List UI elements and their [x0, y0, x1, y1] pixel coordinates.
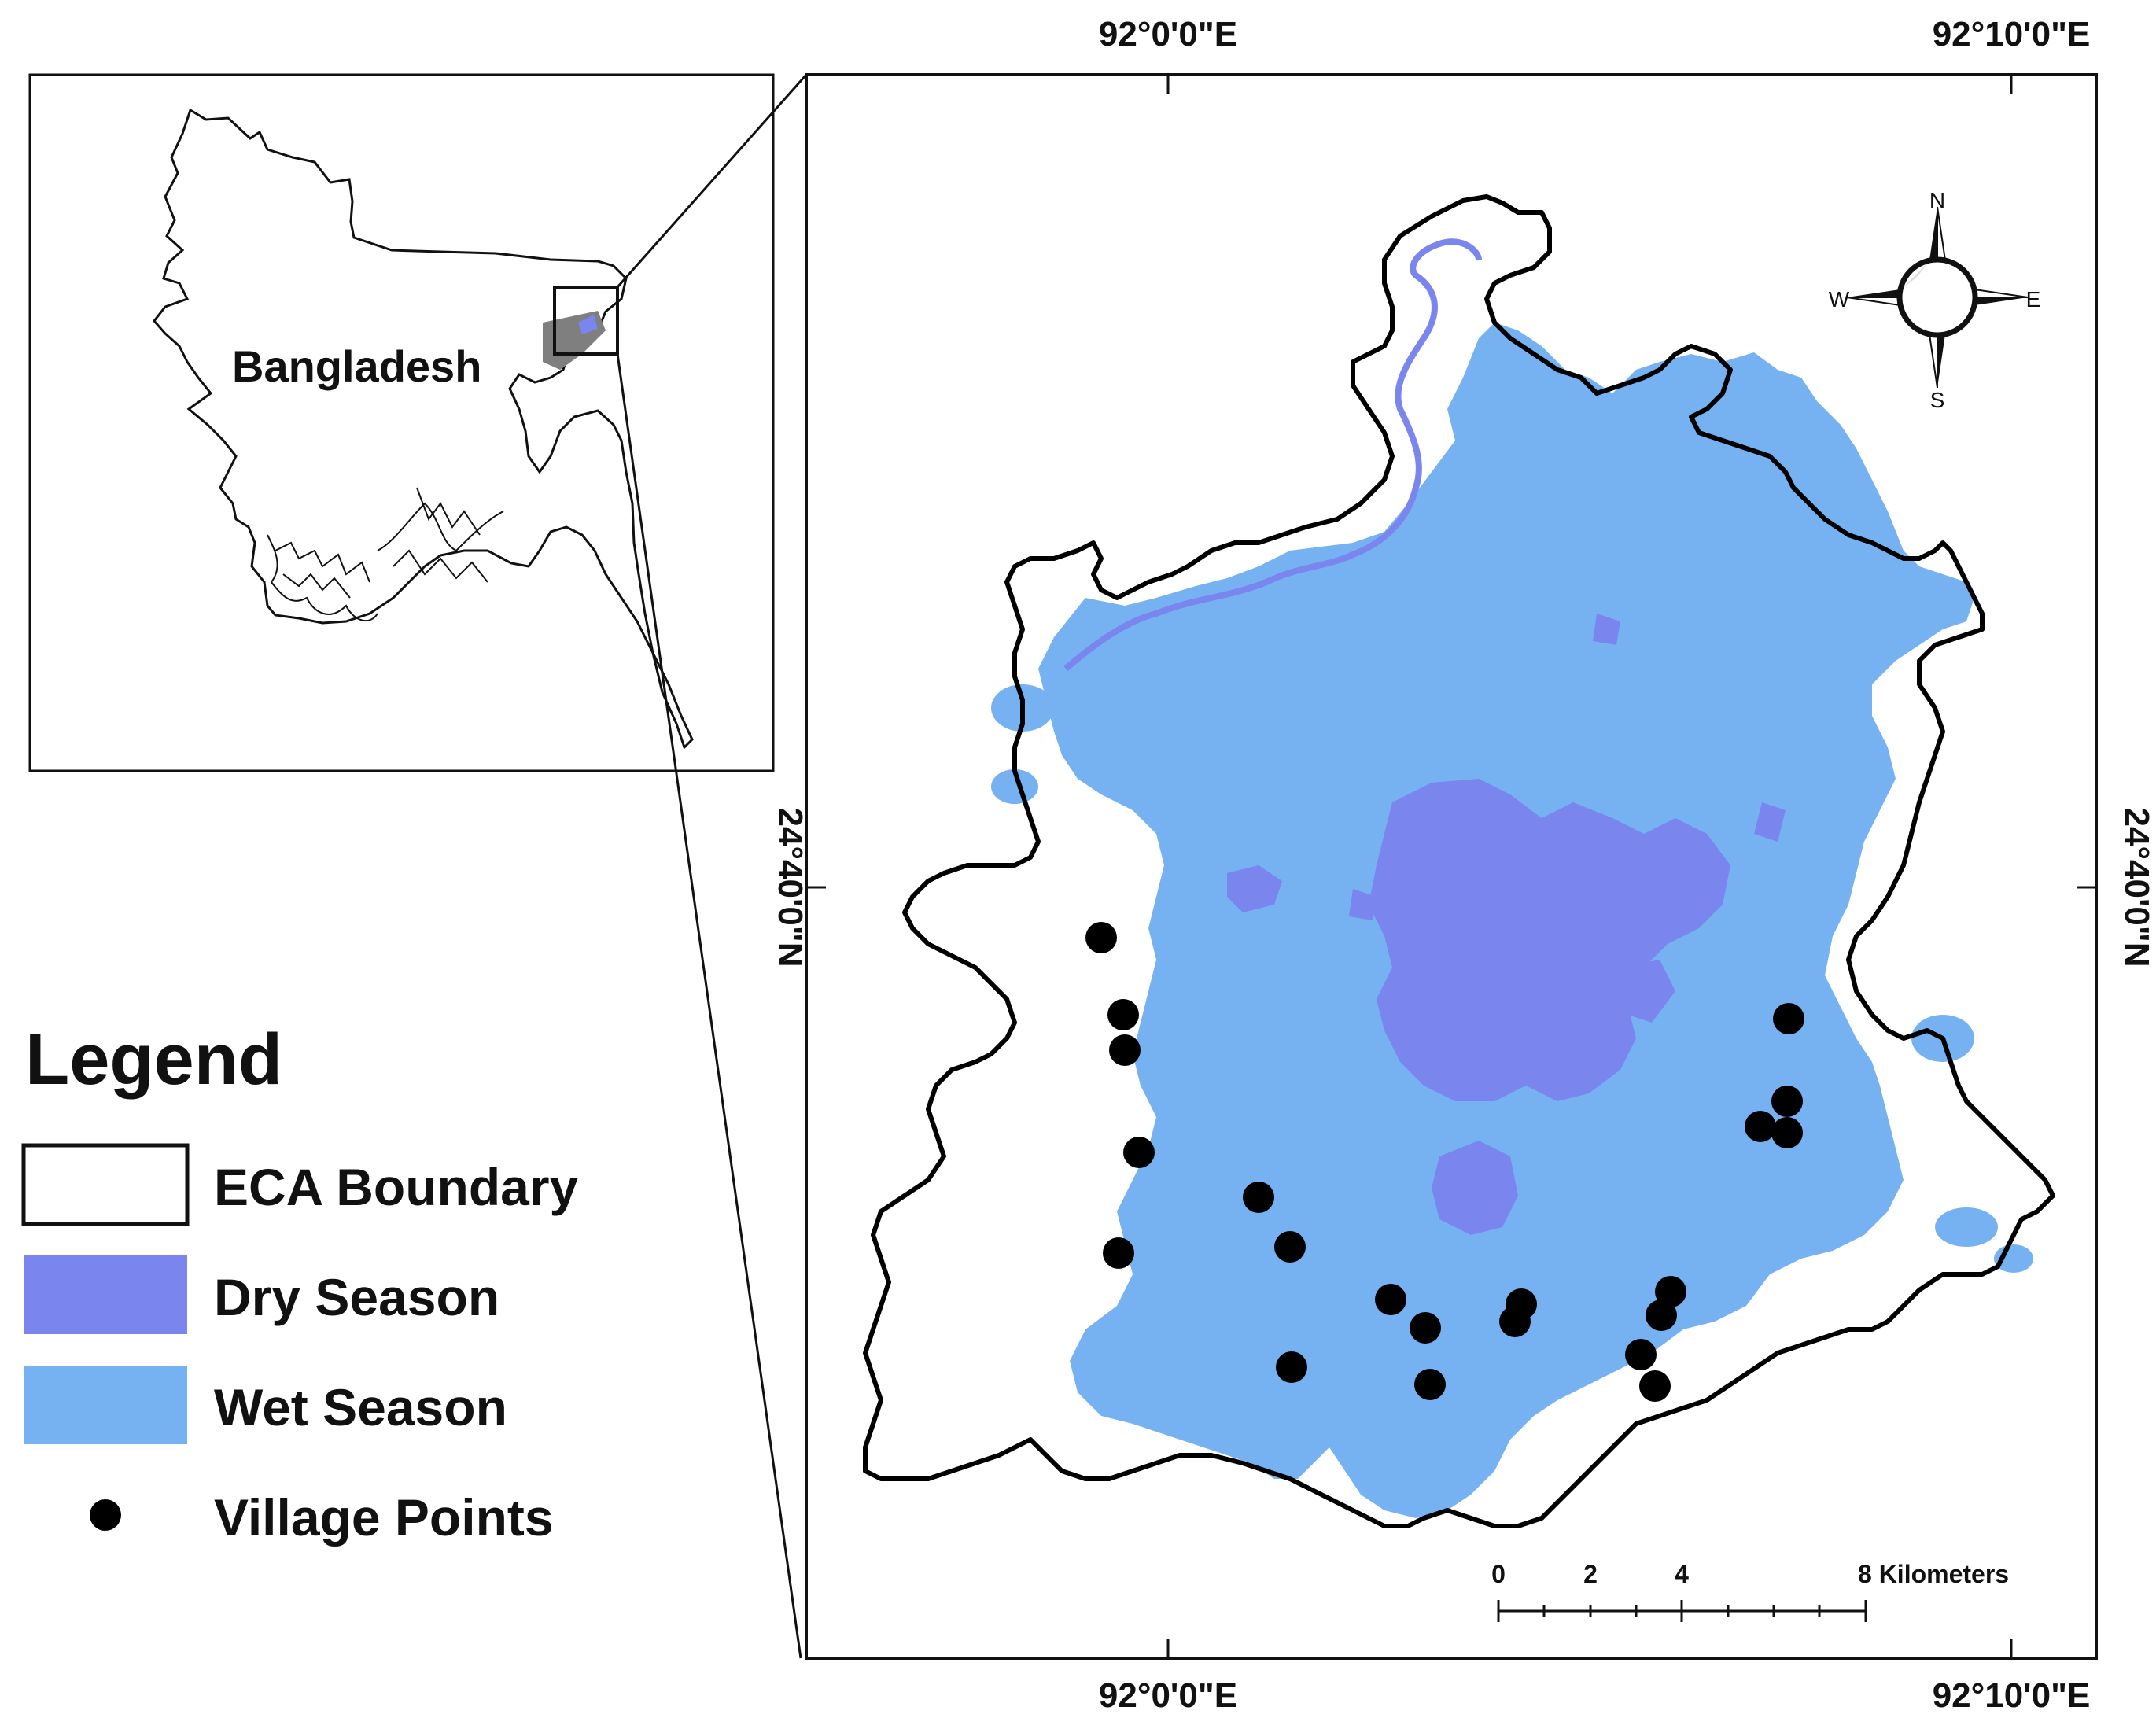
country-label: Bangladesh: [232, 341, 481, 391]
dry-season-areas: [1227, 614, 1786, 1235]
scale-tick-0: 0: [1491, 1560, 1506, 1588]
village-points: [1085, 922, 1804, 1402]
coord-top-right: 92°10'0"E: [1933, 15, 2091, 53]
coord-top-left: 92°0'0"E: [1099, 15, 1237, 53]
study-area-box: [553, 286, 619, 356]
legend: Legend ECA Boundary Dry Season Wet Seaso…: [21, 1019, 579, 1547]
compass-w-label: W: [1829, 287, 1850, 312]
legend-title: Legend: [25, 1019, 282, 1100]
scale-tick-4: 4: [1675, 1560, 1689, 1588]
scale-bar: [1497, 1600, 1867, 1622]
compass-n-label: N: [1929, 188, 1945, 212]
legend-label-wet-season: Wet Season: [214, 1378, 507, 1436]
coord-right-lat: 24°40'0"N: [2117, 807, 2156, 967]
frame-ticks: [806, 75, 2096, 1658]
legend-swatch-eca-boundary: [21, 1143, 190, 1226]
main-map: N S W E 0 2 4 8 Kilometers: [805, 73, 2098, 1660]
coord-left-lat: 24°40'0"N: [771, 807, 809, 967]
zoom-connector-lines: [616, 74, 808, 1659]
inset-frame: [28, 73, 775, 772]
legend-label-eca-boundary: ECA Boundary: [214, 1158, 579, 1216]
compass-e-label: E: [2026, 287, 2041, 312]
river: [1063, 238, 1482, 672]
coord-bottom-left: 92°0'0"E: [1099, 1676, 1237, 1715]
bangladesh-outline: [153, 108, 694, 750]
compass-s-label: S: [1930, 388, 1945, 412]
legend-label-village-points: Village Points: [214, 1488, 554, 1547]
coord-bottom-right: 92°10'0"E: [1933, 1676, 2091, 1715]
scale-tick-8: 8 Kilometers: [1858, 1560, 2009, 1588]
legend-swatch-village-points: [90, 1499, 121, 1531]
compass-rose-icon: [1846, 206, 2029, 389]
legend-swatch-dry-season: [24, 1255, 187, 1334]
scale-tick-2: 2: [1583, 1560, 1598, 1588]
legend-swatch-wet-season: [24, 1366, 187, 1444]
legend-label-dry-season: Dry Season: [214, 1268, 499, 1326]
inset-map: Bangladesh: [28, 73, 775, 772]
eca-boundary: [863, 194, 2055, 1528]
sundarbans-coast: [267, 487, 504, 622]
